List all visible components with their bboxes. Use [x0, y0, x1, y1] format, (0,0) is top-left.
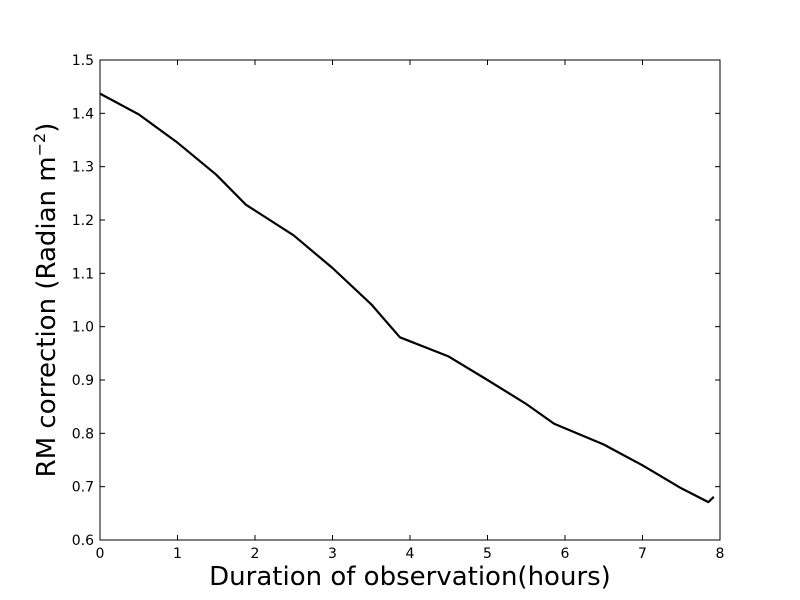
y-tick-label: 1.3 — [72, 160, 94, 176]
x-tick-label: 8 — [716, 546, 725, 562]
x-tick-label: 4 — [406, 546, 415, 562]
y-tick-label: 0.6 — [72, 533, 94, 549]
series-line — [99, 92, 715, 504]
x-tick-label: 7 — [638, 546, 647, 562]
y-tick-label: 1.4 — [72, 106, 94, 122]
x-tick-label: 3 — [328, 546, 337, 562]
y-axis-label-main: RM correction (Radian m — [32, 156, 62, 477]
x-axis-ticks: 0 1 2 3 4 5 6 7 8 — [96, 60, 725, 562]
y-tick-label: 0.7 — [72, 480, 94, 496]
y-tick-label: 0.9 — [72, 373, 94, 389]
plot-frame — [99, 59, 721, 541]
x-tick-label: 0 — [96, 546, 105, 562]
y-tick-label: 1.2 — [72, 213, 94, 229]
y-tick-label: 0.8 — [72, 426, 94, 442]
x-tick-label: 1 — [173, 546, 182, 562]
y-axis-ticks: 0.6 0.7 0.8 0.9 1.0 1.1 1.2 1.3 1.4 1.5 — [72, 53, 720, 549]
y-axis-label-close: ) — [32, 123, 62, 133]
x-tick-label: 5 — [483, 546, 492, 562]
y-tick-label: 1.5 — [72, 53, 94, 69]
x-axis-label: Duration of observation(hours) — [209, 562, 611, 592]
x-tick-label: 2 — [251, 546, 260, 562]
y-axis-label-superscript: −2 — [30, 133, 49, 157]
y-axis-label: RM correction (Radian m−2) — [30, 123, 62, 478]
y-tick-label: 1.0 — [72, 320, 94, 336]
y-tick-label: 1.1 — [72, 266, 94, 282]
x-tick-label: 6 — [561, 546, 570, 562]
